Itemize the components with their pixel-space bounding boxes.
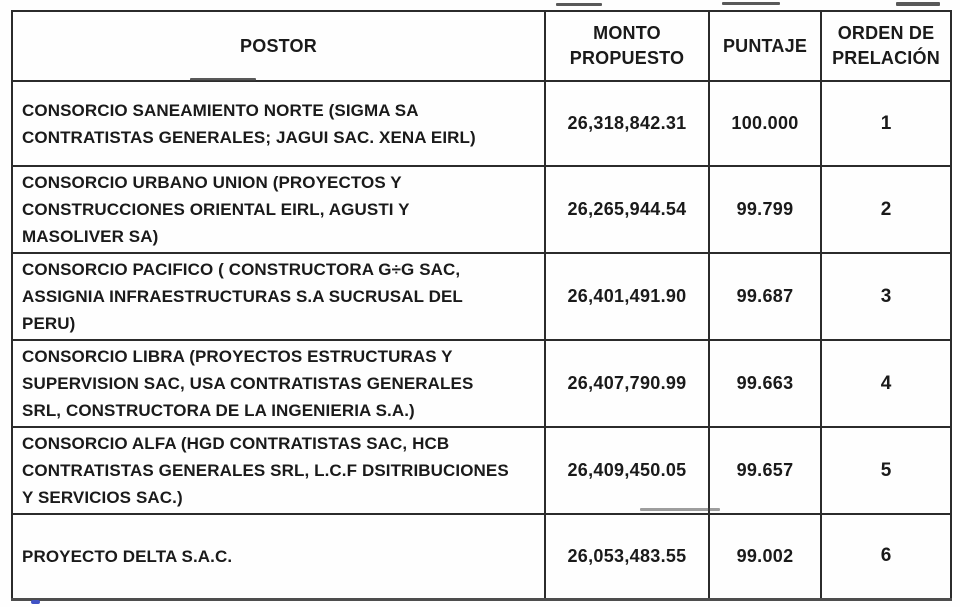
postor-cell: CONSORCIO URBANO UNION (PROYECTOS Y CONS… (11, 165, 546, 254)
postor-cell: CONSORCIO LIBRA (PROYECTOS ESTRUCTURAS Y… (11, 339, 546, 428)
scan-artifact (556, 3, 602, 6)
puntaje-cell: 99.657 (708, 426, 822, 515)
scan-artifact (896, 2, 940, 6)
results-table: POSTOR MONTO PROPUESTO PUNTAJE ORDEN DE … (11, 10, 952, 601)
table-row: CONSORCIO LIBRA (PROYECTOS ESTRUCTURAS Y… (11, 339, 952, 428)
monto-cell: 26,318,842.31 (544, 80, 710, 167)
column-header-orden-de-prelacion: ORDEN DE PRELACIÓN (820, 10, 952, 82)
monto-cell: 26,409,450.05 (544, 426, 710, 515)
monto-cell: 26,265,944.54 (544, 165, 710, 254)
column-header-puntaje: PUNTAJE (708, 10, 822, 82)
scan-artifact (640, 508, 720, 511)
postor-cell: CONSORCIO PACIFICO ( CONSTRUCTORA G÷G SA… (11, 252, 546, 341)
scan-artifact (722, 2, 780, 5)
scan-artifact (190, 78, 256, 81)
orden-cell: 1 (820, 80, 952, 167)
column-header-postor: POSTOR (11, 10, 546, 82)
column-header-monto-propuesto: MONTO PROPUESTO (544, 10, 710, 82)
orden-cell: 3 (820, 252, 952, 341)
orden-cell: 2 (820, 165, 952, 254)
pen-mark (31, 600, 40, 604)
postor-cell: PROYECTO DELTA S.A.C. (11, 513, 546, 601)
puntaje-cell: 99.002 (708, 513, 822, 601)
monto-cell: 26,407,790.99 (544, 339, 710, 428)
monto-cell: 26,401,491.90 (544, 252, 710, 341)
table-row: PROYECTO DELTA S.A.C. 26,053,483.55 99.0… (11, 513, 952, 601)
table-row: CONSORCIO SANEAMIENTO NORTE (SIGMA SA CO… (11, 80, 952, 167)
monto-cell: 26,053,483.55 (544, 513, 710, 601)
puntaje-cell: 99.799 (708, 165, 822, 254)
orden-cell: 6 (820, 513, 952, 601)
puntaje-cell: 100.000 (708, 80, 822, 167)
orden-cell: 4 (820, 339, 952, 428)
table-row: CONSORCIO PACIFICO ( CONSTRUCTORA G÷G SA… (11, 252, 952, 341)
postor-cell: CONSORCIO ALFA (HGD CONTRATISTAS SAC, HC… (11, 426, 546, 515)
postor-cell: CONSORCIO SANEAMIENTO NORTE (SIGMA SA CO… (11, 80, 546, 167)
orden-cell: 5 (820, 426, 952, 515)
puntaje-cell: 99.663 (708, 339, 822, 428)
header-row: POSTOR MONTO PROPUESTO PUNTAJE ORDEN DE … (11, 10, 952, 82)
puntaje-cell: 99.687 (708, 252, 822, 341)
table-row: CONSORCIO URBANO UNION (PROYECTOS Y CONS… (11, 165, 952, 254)
table-row: CONSORCIO ALFA (HGD CONTRATISTAS SAC, HC… (11, 426, 952, 515)
